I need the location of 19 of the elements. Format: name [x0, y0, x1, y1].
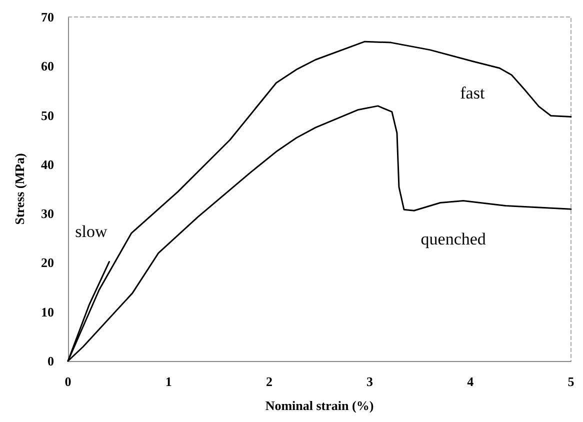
- x-axis-title: Nominal strain (%): [265, 398, 374, 413]
- series-label: quenched: [420, 229, 486, 248]
- series-label: slow: [75, 222, 108, 242]
- y-tick-label: 40: [41, 156, 54, 172]
- x-tick-label: 4: [467, 374, 474, 389]
- series-label: fast: [460, 84, 485, 103]
- x-tick-label: 2: [266, 374, 272, 389]
- y-tick-label: 60: [41, 58, 54, 74]
- y-tick-label: 30: [41, 206, 54, 222]
- y-axis-title: Stress (MPa): [12, 153, 27, 225]
- x-tick-label: 1: [165, 374, 172, 389]
- y-tick-label: 10: [41, 304, 54, 320]
- x-tick-label: 0: [64, 374, 72, 389]
- x-tick-label: 3: [366, 374, 374, 389]
- y-tick-label: 50: [41, 108, 54, 123]
- y-tick-label: 20: [41, 255, 54, 270]
- y-tick-label: 70: [41, 10, 54, 24]
- y-tick-label: 0: [48, 354, 54, 368]
- x-tick-label: 5: [568, 374, 575, 389]
